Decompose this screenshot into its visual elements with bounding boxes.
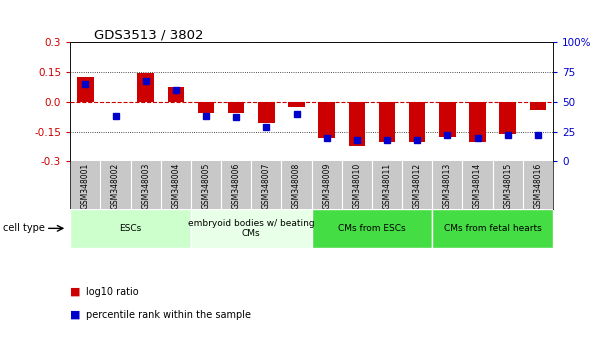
Bar	[439, 102, 456, 137]
Text: GSM348012: GSM348012	[412, 163, 422, 209]
Bar	[433, 209, 553, 248]
Text: GSM348008: GSM348008	[292, 163, 301, 209]
Text: CMs from ESCs: CMs from ESCs	[338, 224, 406, 233]
Bar	[191, 209, 312, 248]
Text: GSM348011: GSM348011	[382, 163, 392, 209]
Text: GSM348007: GSM348007	[262, 163, 271, 209]
Text: GSM348014: GSM348014	[473, 163, 482, 209]
Text: GSM348015: GSM348015	[503, 163, 512, 209]
Text: GSM348003: GSM348003	[141, 163, 150, 209]
Text: GSM348016: GSM348016	[533, 163, 543, 209]
Text: CMs from fetal hearts: CMs from fetal hearts	[444, 224, 541, 233]
Text: embryoid bodies w/ beating
CMs: embryoid bodies w/ beating CMs	[188, 219, 315, 238]
Bar	[409, 102, 425, 142]
Bar	[167, 87, 184, 102]
Text: GSM348005: GSM348005	[202, 163, 211, 209]
Text: GSM348013: GSM348013	[443, 163, 452, 209]
Text: ■: ■	[70, 287, 81, 297]
Bar	[198, 102, 214, 113]
Bar	[70, 209, 191, 248]
Bar	[77, 77, 93, 102]
Bar	[530, 102, 546, 110]
Text: GSM348004: GSM348004	[171, 163, 180, 209]
Bar	[258, 102, 275, 123]
Text: GSM348009: GSM348009	[322, 163, 331, 209]
Text: GSM348002: GSM348002	[111, 163, 120, 209]
Bar	[379, 102, 395, 142]
Text: GSM348010: GSM348010	[353, 163, 361, 209]
Bar	[348, 102, 365, 145]
Bar	[288, 102, 305, 107]
Bar	[228, 102, 244, 113]
Bar	[312, 209, 433, 248]
Text: GSM348001: GSM348001	[81, 163, 90, 209]
Text: ESCs: ESCs	[120, 224, 142, 233]
Text: log10 ratio: log10 ratio	[86, 287, 138, 297]
Bar	[318, 102, 335, 138]
Bar	[499, 102, 516, 133]
Text: cell type: cell type	[3, 223, 45, 233]
Text: GSM348006: GSM348006	[232, 163, 241, 209]
Bar	[469, 102, 486, 142]
Text: percentile rank within the sample: percentile rank within the sample	[86, 310, 251, 320]
Bar	[137, 73, 154, 102]
Text: ■: ■	[70, 310, 81, 320]
Text: GDS3513 / 3802: GDS3513 / 3802	[95, 28, 204, 41]
